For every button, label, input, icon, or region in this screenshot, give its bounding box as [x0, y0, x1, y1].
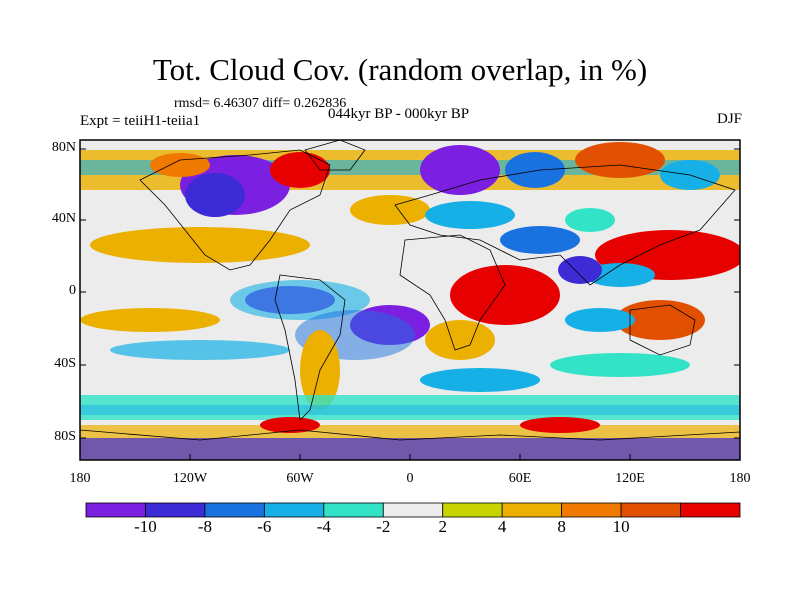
axis-ticks: [80, 148, 740, 460]
lat-tick-label: 80S: [54, 429, 76, 444]
lat-tick-label: 40N: [51, 211, 76, 226]
colorbar-label: 4: [497, 517, 507, 536]
lon-tick-label: 180: [729, 471, 751, 486]
colorbar-swatch: [442, 502, 503, 518]
colorbar-label: -2: [376, 517, 391, 536]
map-title: Tot. Cloud Cov. (random overlap, in %): [152, 52, 648, 87]
lat-tick-label: 0: [69, 283, 76, 298]
colorbar-label: -8: [197, 517, 212, 536]
lat-tick-label: 80N: [51, 140, 76, 155]
colorbar-swatch: [85, 502, 146, 518]
statistics-label: rmsd= 6.46307 diff= 0.262836: [174, 96, 347, 111]
colorbar-label: 8: [557, 517, 566, 536]
colorbar-swatch: [561, 502, 622, 518]
colorbar-swatch: [620, 502, 681, 518]
lon-tick-label: 60E: [508, 471, 532, 486]
season-label: DJF: [716, 111, 742, 127]
lon-tick-label: 60W: [286, 471, 314, 486]
colorbar-swatch: [145, 502, 206, 518]
colorbar-swatch: [501, 502, 563, 518]
colorbar-label: 2: [438, 517, 447, 536]
map-field: [80, 140, 740, 460]
colorbar-swatch: [680, 502, 741, 518]
lon-tick-label: 120E: [615, 471, 645, 486]
lon-tick-label: 0: [406, 471, 414, 486]
colorbar-swatch: [323, 502, 384, 518]
colorbar: [85, 502, 741, 518]
colorbar-label: -10: [134, 517, 157, 536]
lon-tick-label: 120W: [172, 471, 208, 486]
colorbar-swatch: [204, 502, 265, 518]
coastlines: [80, 140, 740, 441]
lon-tick-label: 180: [69, 471, 91, 486]
colorbar-label: 10: [612, 517, 630, 536]
lat-tick-label: 40S: [54, 356, 76, 371]
period-label: 044kyr BP - 000kyr BP: [328, 106, 470, 122]
experiment-label: Expt = teiiH1-teiia1: [80, 113, 201, 129]
colorbar-label: -6: [257, 517, 272, 536]
colorbar-swatch: [382, 502, 444, 518]
colorbar-label: -4: [316, 517, 331, 536]
colorbar-swatch: [263, 502, 325, 518]
